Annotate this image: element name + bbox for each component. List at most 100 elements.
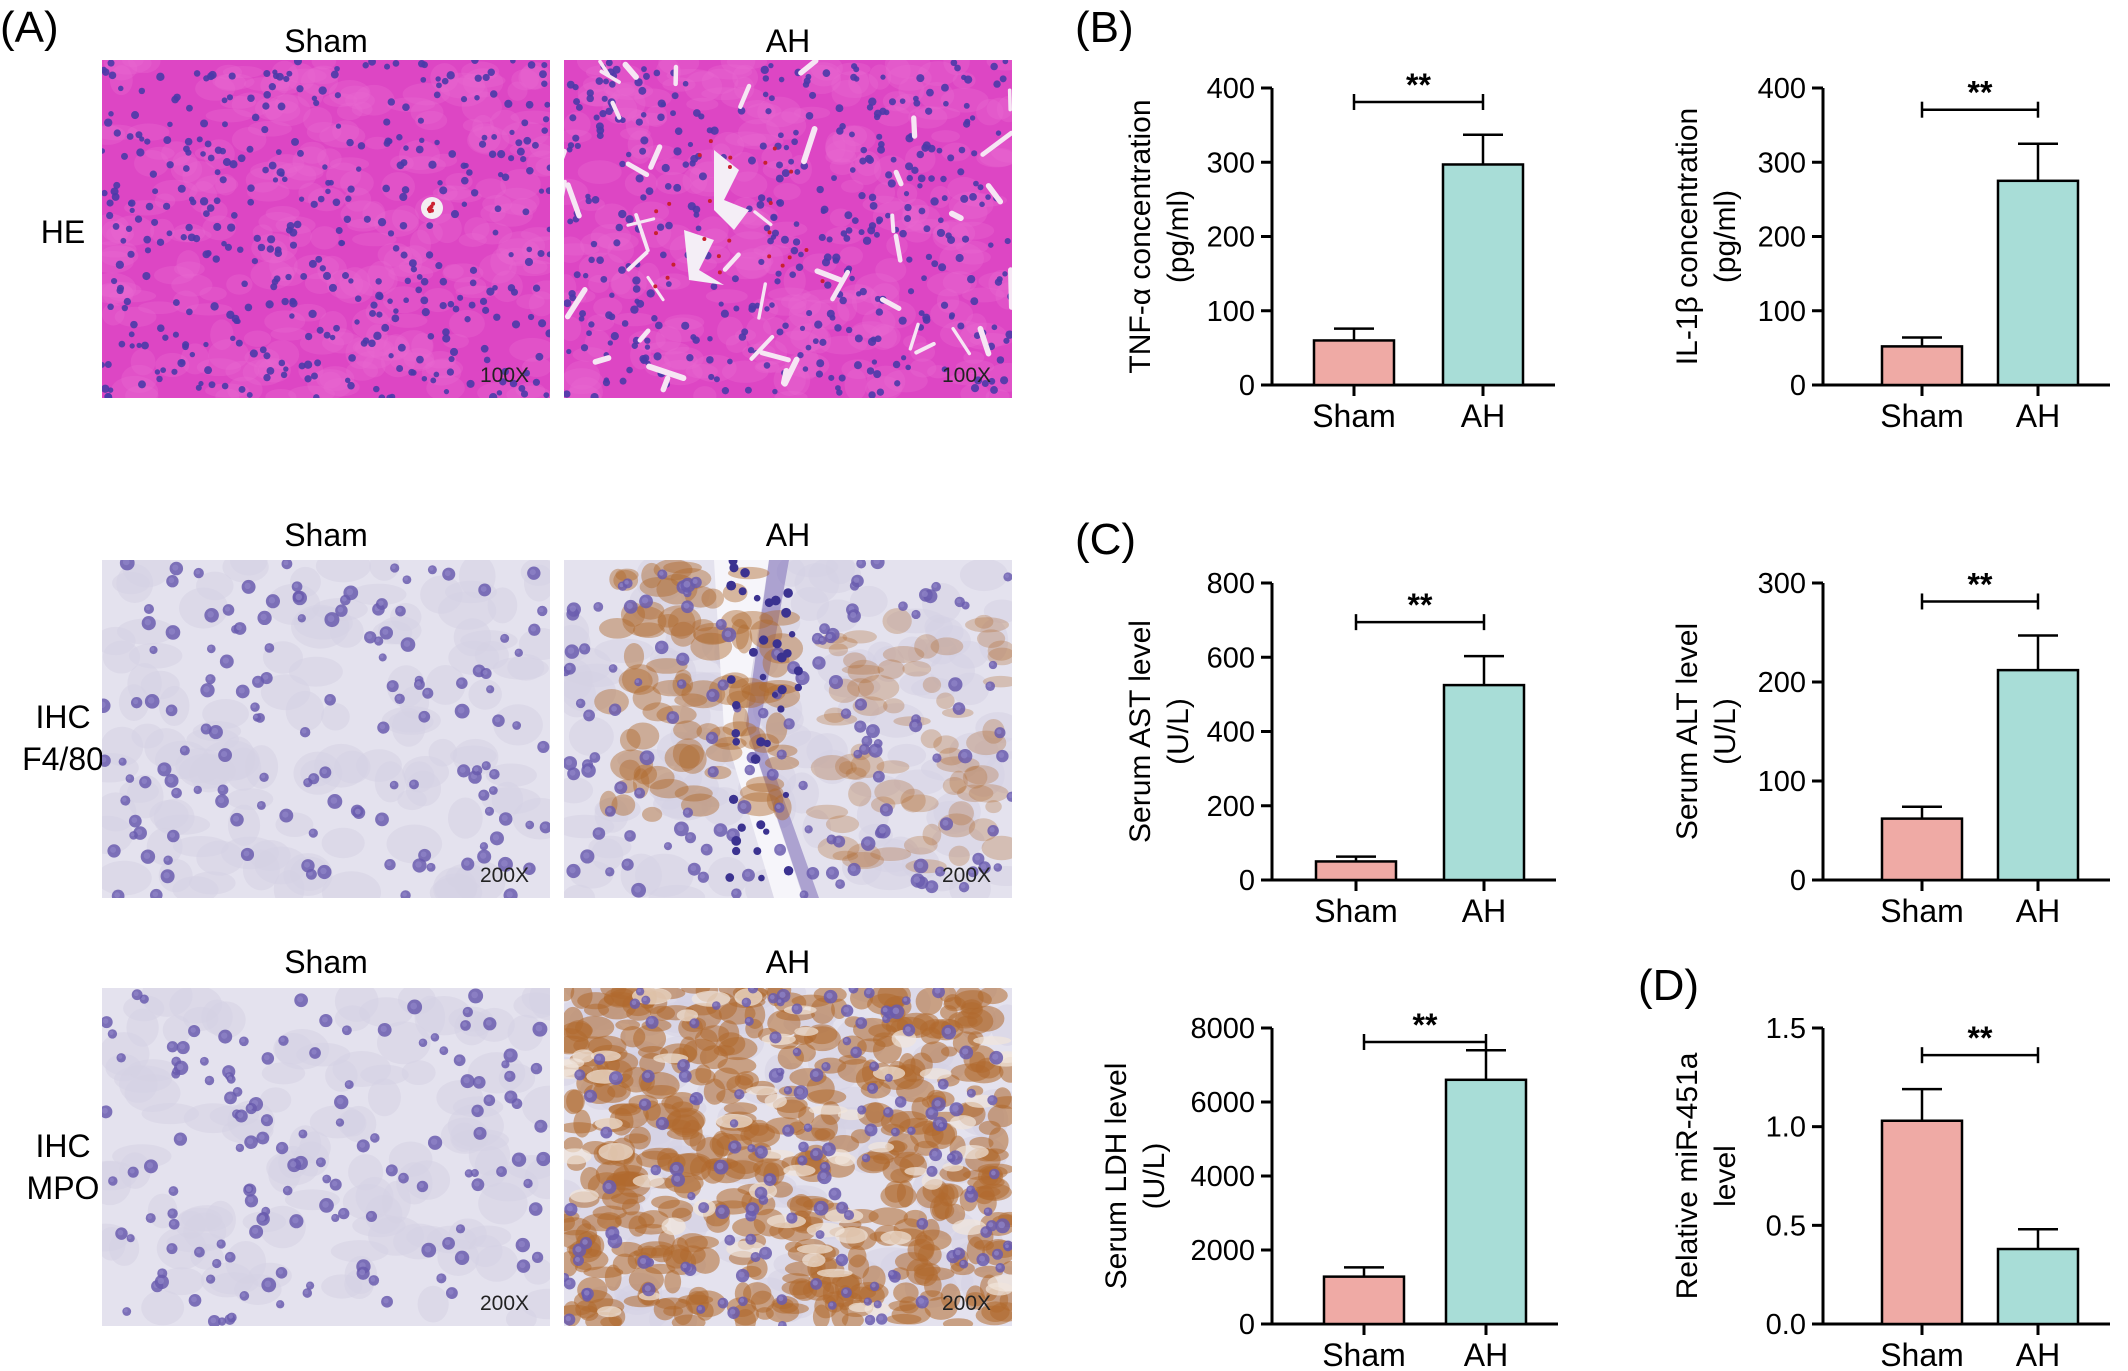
row-label-ihc-mpo: IHC MPO	[26, 1128, 100, 1206]
y-tick-label: 0	[1239, 865, 1255, 897]
y-tick-label: 300	[1758, 568, 1806, 600]
column-label-sham: Sham	[284, 944, 368, 980]
y-tick-label: 0	[1790, 865, 1806, 897]
significance-label: **	[1968, 566, 1993, 602]
y-axis-label: TNF-α concentration	[1124, 99, 1157, 373]
y-tick-label: 400	[1207, 717, 1255, 749]
micrograph-texture	[564, 988, 1012, 1326]
y-tick-label: 600	[1207, 642, 1255, 674]
y-axis-label: Serum AST level	[1124, 620, 1157, 843]
micrograph-mpo-sham	[102, 988, 550, 1326]
y-tick-label: 1.0	[1766, 1112, 1806, 1144]
bar-sham	[1322, 1275, 1406, 1326]
magnification-label: 200X	[480, 864, 530, 887]
x-tick-label: AH	[1464, 1337, 1508, 1371]
y-tick-label: 4000	[1190, 1161, 1255, 1193]
micrograph-mpo-ah	[564, 988, 1012, 1326]
y-tick-label: 8000	[1190, 1013, 1255, 1045]
x-tick-label: AH	[2016, 1337, 2060, 1371]
y-axis-label: (pg/ml)	[1709, 190, 1742, 283]
y-tick-label: 400	[1758, 73, 1806, 105]
micrograph-he-sham	[102, 60, 550, 398]
y-tick-label: 800	[1207, 568, 1255, 600]
significance-label: **	[1406, 67, 1431, 103]
y-tick-label: 300	[1758, 147, 1806, 179]
bar-ah	[1996, 179, 2080, 387]
y-axis-label: (U/L)	[1162, 698, 1195, 765]
x-tick-label: AH	[2016, 893, 2060, 929]
x-tick-label: Sham	[1312, 398, 1396, 434]
panel-letter-a: (A)	[0, 3, 59, 52]
micrograph-f480-sham	[102, 560, 550, 898]
y-tick-label: 0	[1239, 1309, 1255, 1341]
magnification-label: 100X	[942, 364, 992, 387]
magnification-label: 200X	[480, 1292, 530, 1315]
column-label-sham: Sham	[284, 23, 368, 59]
y-axis-label: Relative miR-451a	[1671, 1052, 1704, 1299]
y-tick-label: 100	[1207, 296, 1255, 328]
y-tick-label: 1.5	[1766, 1013, 1806, 1045]
x-tick-label: Sham	[1880, 1337, 1964, 1371]
y-axis-label: (U/L)	[1709, 698, 1742, 765]
x-tick-label: AH	[2016, 398, 2060, 434]
bar-sham	[1880, 345, 1964, 387]
y-tick-label: 300	[1207, 147, 1255, 179]
y-tick-label: 100	[1758, 296, 1806, 328]
y-tick-label: 6000	[1190, 1087, 1255, 1119]
column-label-ah: AH	[765, 944, 811, 980]
y-axis-label: Serum ALT level	[1671, 623, 1704, 840]
micrograph-texture	[102, 60, 550, 398]
micrograph-f480-ah	[564, 560, 1012, 898]
column-label-ah: AH	[765, 23, 811, 59]
bar-ah	[1996, 668, 2080, 882]
y-tick-label: 0.5	[1766, 1210, 1806, 1242]
row-label-ihc-f480: IHC F4/80	[22, 699, 104, 777]
magnification-label: 200X	[942, 864, 992, 887]
y-axis-label: Serum LDH level	[1100, 1063, 1133, 1290]
y-tick-label: 200	[1207, 222, 1255, 254]
significance-label: **	[1413, 1007, 1438, 1043]
micrograph-texture	[102, 560, 550, 898]
micrograph-he-ah	[564, 60, 1012, 398]
column-label-ah: AH	[765, 517, 811, 553]
column-label-sham: Sham	[284, 517, 368, 553]
panel-letter-b: (B)	[1075, 3, 1134, 52]
y-axis-label: (pg/ml)	[1162, 190, 1195, 283]
magnification-label: 100X	[480, 364, 530, 387]
bar-ah	[1441, 163, 1525, 387]
micrograph-texture	[564, 60, 1012, 398]
significance-label: **	[1408, 587, 1433, 623]
magnification-label: 200X	[942, 1292, 992, 1315]
y-tick-label: 200	[1758, 222, 1806, 254]
y-tick-label: 100	[1758, 766, 1806, 798]
x-tick-label: Sham	[1880, 893, 1964, 929]
y-tick-label: 0.0	[1766, 1309, 1806, 1341]
significance-label: **	[1968, 75, 1993, 111]
y-tick-label: 400	[1207, 73, 1255, 105]
x-tick-label: AH	[1462, 893, 1506, 929]
y-tick-label: 0	[1790, 370, 1806, 402]
bar-ah	[1444, 1078, 1528, 1326]
y-axis-label: (U/L)	[1138, 1143, 1171, 1210]
y-axis-label: IL-1β concentration	[1671, 108, 1704, 365]
y-axis-label: level	[1709, 1145, 1742, 1207]
bar-ah	[1996, 1247, 2080, 1326]
row-label-he: HE	[40, 214, 86, 250]
x-tick-label: Sham	[1314, 893, 1398, 929]
y-tick-label: 0	[1239, 370, 1255, 402]
x-tick-label: Sham	[1880, 398, 1964, 434]
x-tick-label: AH	[1461, 398, 1505, 434]
panel-letter-d: (D)	[1638, 961, 1700, 1010]
bar-sham	[1880, 817, 1964, 882]
y-tick-label: 200	[1207, 791, 1255, 823]
bar-sham	[1312, 339, 1396, 387]
bar-sham	[1880, 1119, 1964, 1326]
y-tick-label: 2000	[1190, 1235, 1255, 1267]
bar-ah	[1442, 683, 1526, 882]
x-tick-label: Sham	[1322, 1337, 1406, 1371]
y-tick-label: 200	[1758, 667, 1806, 699]
panel-letter-c: (C)	[1075, 515, 1137, 564]
micrograph-texture	[564, 560, 1012, 898]
micrograph-texture	[102, 988, 550, 1326]
